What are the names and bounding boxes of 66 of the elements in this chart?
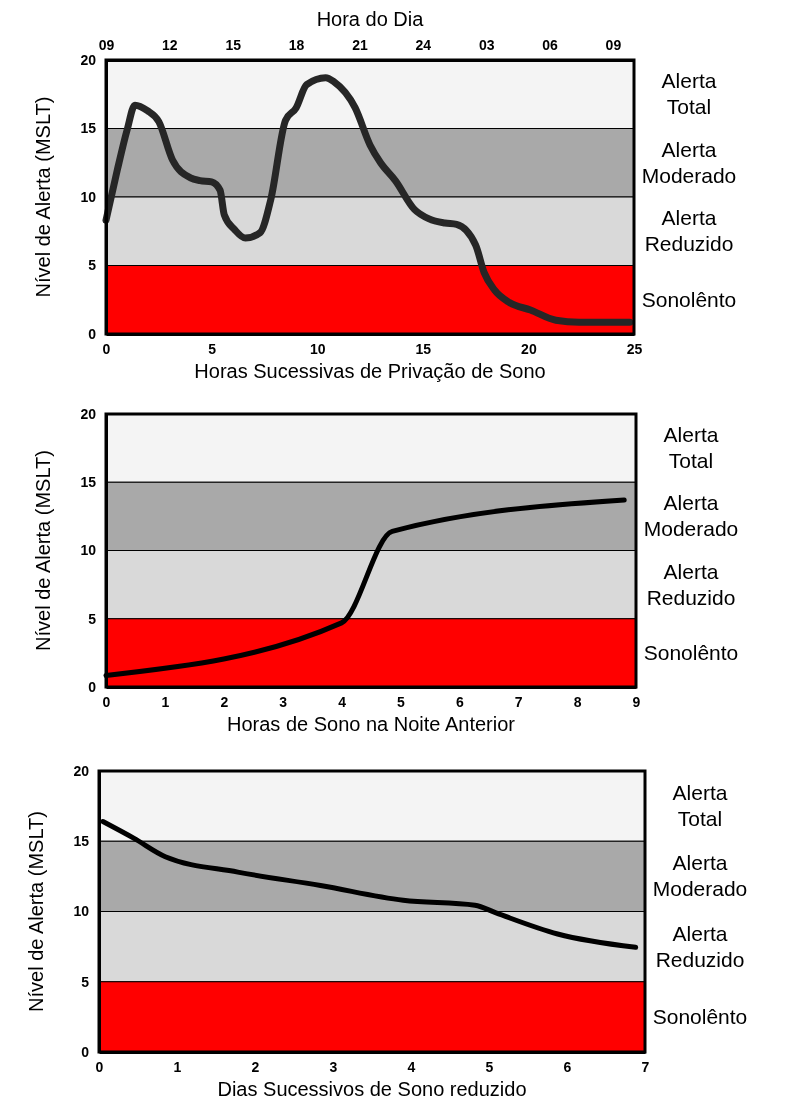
x2-tick-label: 15 <box>225 37 242 53</box>
x2-tick-label: 09 <box>605 37 622 53</box>
band-label: Alerta Reduzido <box>655 921 745 971</box>
y-tick-label: 20 <box>80 405 97 422</box>
x-tick-label: 0 <box>102 693 111 710</box>
band-label: Alerta Total <box>661 69 717 119</box>
x-tick-label: 6 <box>563 1058 572 1075</box>
band-label: Alerta Total <box>672 781 728 831</box>
y-tick-label: 20 <box>80 51 97 68</box>
band-label: Alerta Moderado <box>652 851 748 901</box>
x-tick-label: 7 <box>514 693 523 710</box>
y-tick-label: 5 <box>88 610 97 627</box>
x-tick-label: 8 <box>573 693 582 710</box>
x-tick-label: 15 <box>415 340 432 357</box>
y-tick-label: 20 <box>73 762 90 779</box>
x2-tick-label: 03 <box>478 37 495 53</box>
y-tick-label: 10 <box>73 903 90 920</box>
band-label: Alerta Moderado <box>641 137 737 187</box>
y-tick-label: 15 <box>80 474 97 491</box>
x2-tick-label: 09 <box>98 37 115 53</box>
y-axis-title: Nível de Alerta (MSLT) <box>32 450 54 651</box>
x-tick-label: 20 <box>521 340 537 357</box>
band-label: Sonolênto <box>641 287 737 311</box>
y-tick-label: 5 <box>81 973 90 990</box>
band-label: Alerta Reduzido <box>644 206 734 256</box>
band-label: Sonolênto <box>643 640 739 664</box>
x-axis-title: Dias Sucessivos de Sono reduzido <box>217 1078 527 1100</box>
x-tick-label: 3 <box>279 693 288 710</box>
y-tick-label: 15 <box>73 833 90 850</box>
x-tick-label: 2 <box>251 1058 260 1075</box>
x-tick-label: 6 <box>455 693 464 710</box>
x-tick-label: 3 <box>329 1058 338 1075</box>
x-tick-label: 5 <box>208 340 217 357</box>
band-label: Sonolênto <box>652 1004 748 1028</box>
x2-tick-label: 12 <box>162 37 178 53</box>
band-label: Alerta Reduzido <box>646 559 736 609</box>
x-tick-label: 4 <box>407 1058 416 1075</box>
x2-tick-label: 21 <box>352 37 368 53</box>
x-tick-label: 5 <box>485 1058 494 1075</box>
x-tick-label: 1 <box>161 693 170 710</box>
x-axis-title: Horas Sucessivas de Privação de Sono <box>194 360 546 382</box>
x-tick-label: 9 <box>632 693 641 710</box>
x2-tick-label: 24 <box>415 37 432 53</box>
x-tick-label: 4 <box>338 693 347 710</box>
x2-tick-label: 18 <box>288 37 305 53</box>
y-tick-label: 15 <box>80 120 97 137</box>
y-tick-label: 10 <box>80 542 97 559</box>
x-tick-label: 2 <box>220 693 229 710</box>
band-label: Alerta Moderado <box>643 491 739 541</box>
x-tick-label: 5 <box>397 693 406 710</box>
y-tick-label: 0 <box>88 325 97 342</box>
x-tick-label: 7 <box>641 1058 650 1075</box>
y-axis-title: Nível de Alerta (MSLT) <box>25 811 47 1012</box>
y-axis-title: Nível de Alerta (MSLT) <box>32 96 54 298</box>
y-tick-label: 0 <box>88 678 97 695</box>
x-tick-label: 0 <box>102 340 111 357</box>
x2-tick-label: 06 <box>542 37 559 53</box>
y-tick-label: 10 <box>80 188 97 205</box>
x-tick-label: 1 <box>173 1058 182 1075</box>
y-tick-label: 5 <box>88 257 97 274</box>
x-tick-label: 10 <box>309 340 326 357</box>
x-tick-label: 25 <box>626 340 643 357</box>
band-label: Alerta Total <box>663 423 719 473</box>
x2-axis-title: Hora do Dia <box>316 8 425 30</box>
x-axis-title: Horas de Sono na Noite Anterior <box>227 713 516 735</box>
y-tick-label: 0 <box>81 1043 90 1060</box>
